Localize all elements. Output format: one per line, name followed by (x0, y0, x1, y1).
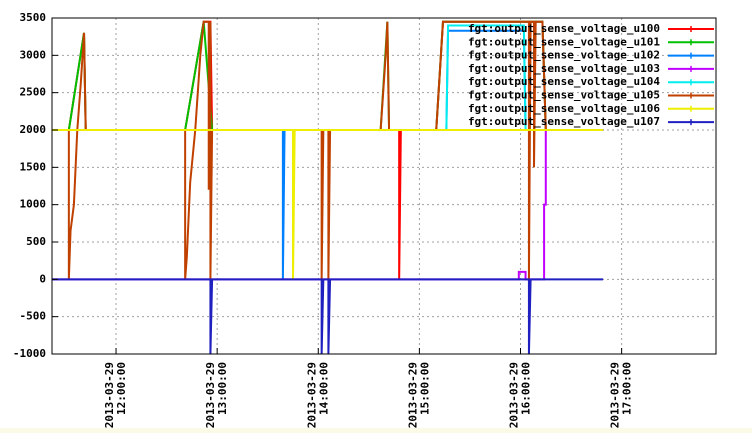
legend-marker (688, 105, 694, 112)
legend-marker (688, 65, 694, 72)
x-tick-label: 2013-03-2917:00:00 (609, 362, 634, 428)
x-tick-label: 2013-03-2914:00:00 (305, 362, 330, 428)
y-tick-label: 1000 (20, 198, 47, 211)
y-tick-label: 500 (26, 235, 46, 248)
legend-label: fgt:output_sense_voltage_u106 (468, 102, 660, 115)
y-tick-label: 0 (39, 272, 46, 285)
legend-label: fgt:output_sense_voltage_u105 (468, 89, 660, 102)
x-tick-label: 2013-03-2916:00:00 (508, 362, 533, 428)
series-line (52, 278, 604, 354)
plot-border (51, 17, 717, 355)
y-tick-label: -500 (20, 310, 47, 323)
legend-marker (688, 119, 694, 126)
legend-label: fgt:output_sense_voltage_u102 (468, 49, 660, 62)
axes: -1000 -500 0 500 1000 1500 2000 2500 3000 3500 201… (13, 11, 634, 428)
bottom-strip (0, 428, 752, 433)
legend-label: fgt:output_sense_voltage_u104 (468, 75, 660, 88)
legend-marker (688, 39, 694, 46)
y-tick-label: 2000 (20, 123, 47, 136)
legend-marker (688, 26, 694, 32)
y-tick-label: 2500 (20, 86, 47, 99)
y-tick-label: -1000 (13, 347, 46, 360)
legend-label: fgt:output_sense_voltage_u107 (468, 115, 660, 128)
legend-label: fgt:output_sense_voltage_u103 (468, 62, 660, 75)
x-tick-label: 2013-03-2912:00:00 (103, 362, 128, 428)
legend-marker (688, 79, 694, 86)
legend-label: fgt:output_sense_voltage_u101 (468, 35, 660, 48)
x-tick-label: 2013-03-2915:00:00 (406, 362, 431, 428)
y-tick-label: 1500 (20, 160, 47, 173)
x-tick-label: 2013-03-2913:00:00 (204, 362, 229, 428)
legend: fgt:output_sense_voltage_u100fgt:output_… (468, 22, 714, 128)
y-tick-label: 3500 (20, 11, 47, 24)
legend-marker (688, 52, 694, 59)
legend-marker (688, 92, 694, 99)
legend-label: fgt:output_sense_voltage_u100 (468, 22, 660, 35)
y-tick-label: 3000 (20, 48, 47, 61)
plot-lines (52, 20, 604, 354)
